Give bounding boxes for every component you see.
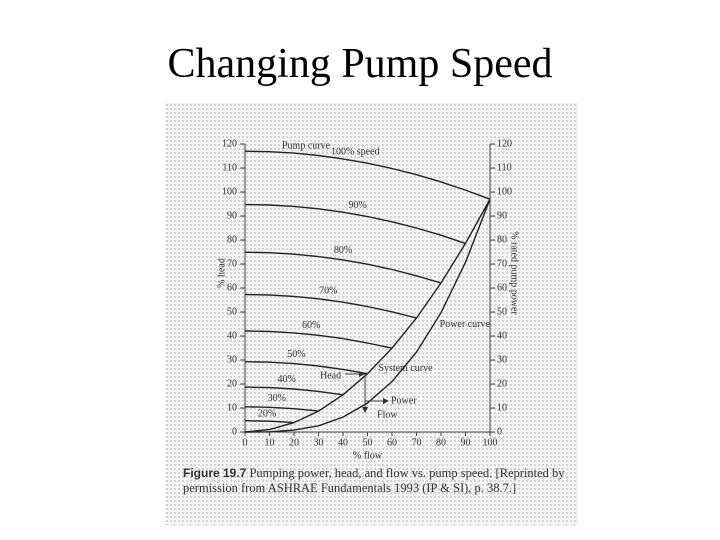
series-label: Power curve — [440, 319, 491, 330]
x-tick-label: 70 — [412, 437, 422, 448]
figure-label: Figure 19.7 — [183, 466, 247, 480]
x-tick-label: 60 — [387, 437, 397, 448]
y-tick-label: 0 — [232, 426, 237, 437]
series-label: 20% — [258, 408, 276, 419]
series-line — [244, 406, 319, 412]
x-tick-label: 90 — [461, 437, 471, 448]
series-line — [244, 198, 491, 433]
series-line — [244, 420, 295, 424]
x-tick-label: 20 — [289, 437, 299, 448]
figure-caption: Figure 19.7 Pumping power, head, and flo… — [183, 466, 568, 496]
annotation: Pump curve — [282, 140, 331, 151]
y2-tick-label: 30 — [497, 354, 507, 365]
y2-tick-label: 70 — [497, 258, 507, 269]
y-axis-label: % head — [216, 258, 227, 288]
series-line — [244, 203, 466, 245]
caption-text: Pumping power, head, and flow vs. pump s… — [183, 466, 565, 495]
y2-tick-label: 90 — [497, 210, 507, 221]
y-tick-label: 80 — [227, 234, 237, 245]
y2-tick-label: 60 — [497, 282, 507, 293]
annotation: Power — [391, 395, 417, 406]
y-tick-label: 110 — [222, 162, 237, 173]
annotation: Flow — [377, 409, 398, 420]
series-label: 90% — [349, 200, 367, 211]
series-label: 60% — [302, 320, 320, 331]
x-tick-label: 100 — [483, 437, 498, 448]
annotation: Head — [320, 370, 341, 381]
series-line — [244, 361, 368, 375]
y-tick-label: 70 — [227, 258, 237, 269]
x-tick-label: 40 — [338, 437, 348, 448]
series-line — [244, 198, 491, 433]
series-line — [244, 386, 344, 396]
slide-title: Changing Pump Speed — [167, 41, 553, 87]
series-line — [244, 251, 442, 284]
y2-tick-label: 40 — [497, 330, 507, 341]
x-tick-label: 30 — [314, 437, 324, 448]
y2-tick-label: 110 — [497, 162, 512, 173]
y-tick-label: 20 — [227, 378, 237, 389]
series-label: 100% speed — [331, 146, 380, 157]
y2-tick-label: 120 — [497, 138, 512, 149]
y-tick-label: 40 — [227, 330, 237, 341]
x-axis-label: % flow — [353, 450, 383, 461]
y-tick-label: 60 — [227, 282, 237, 293]
y2-tick-label: 50 — [497, 306, 507, 317]
x-tick-label: 0 — [243, 437, 248, 448]
x-tick-label: 10 — [265, 437, 275, 448]
series-line — [244, 330, 393, 349]
y2-tick-label: 20 — [497, 378, 507, 389]
series-label: 80% — [334, 245, 352, 256]
y-tick-label: 90 — [227, 210, 237, 221]
y-tick-label: 10 — [227, 402, 237, 413]
y2-tick-label: 0 — [497, 426, 502, 437]
figure-scan — [165, 103, 578, 525]
series-label: 70% — [319, 285, 337, 296]
y-tick-label: 120 — [222, 138, 237, 149]
x-tick-label: 80 — [436, 437, 446, 448]
y2-tick-label: 80 — [497, 234, 507, 245]
x-tick-label: 50 — [363, 437, 373, 448]
y2-tick-label: 10 — [497, 402, 507, 413]
series-line — [244, 150, 491, 200]
y-tick-label: 30 — [227, 354, 237, 365]
y-tick-label: 50 — [227, 306, 237, 317]
series-line — [244, 293, 417, 319]
y2-axis-label: % rated pump power — [509, 231, 520, 315]
series-label: 40% — [277, 374, 295, 385]
y2-tick-label: 100 — [497, 186, 512, 197]
series-label: 50% — [287, 349, 305, 360]
y-tick-label: 100 — [222, 186, 237, 197]
series-label: System curve — [378, 363, 433, 374]
series-label: 30% — [268, 393, 286, 404]
